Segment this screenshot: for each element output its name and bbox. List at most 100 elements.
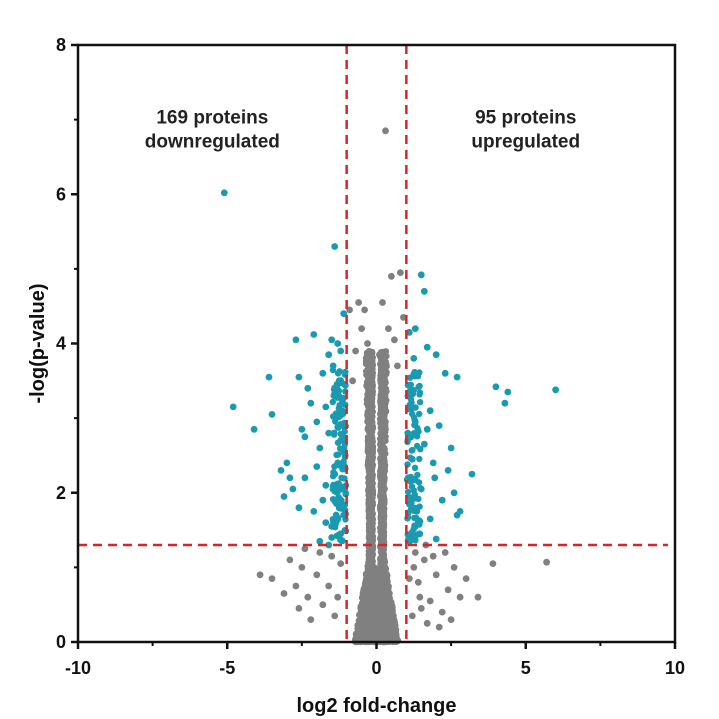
density-point [380,409,388,416]
density-point-significant [414,425,421,432]
significant-point [322,481,330,489]
density-point [383,578,390,585]
significant-point [229,403,237,411]
density-point-significant [341,475,348,482]
significant-point [492,383,500,391]
density-point-significant [338,394,345,402]
significant-point [280,493,288,500]
data-points [220,127,559,646]
non-significant-point [388,272,395,280]
density-point [365,601,372,609]
density-point [369,569,376,577]
x-axis-title: log2 fold-change [297,695,457,717]
significant-point [328,534,336,541]
non-significant-point [400,314,407,321]
density-point [366,461,373,468]
density-point-significant [333,451,340,459]
significant-point [337,437,345,444]
density-point [365,439,372,447]
significant-point [404,429,412,437]
density-point [385,621,392,628]
non-significant-point [334,593,342,601]
non-significant-point [408,612,416,620]
density-point [378,377,385,384]
non-significant-point [364,340,371,347]
density-point [378,618,385,626]
density-point [376,599,383,606]
density-point-significant [340,458,347,465]
significant-point [447,444,455,452]
non-significant-point [410,564,418,571]
significant-point [328,522,336,530]
non-significant-point [456,593,464,601]
significant-point [322,403,330,411]
significant-point [432,351,440,359]
non-significant-point [543,558,550,566]
threshold-lines [78,45,668,642]
significant-point [501,399,509,407]
significant-point [417,485,425,493]
significant-point [453,373,461,381]
density-point-significant [416,399,424,406]
significant-point [431,474,439,482]
density-point [367,473,375,480]
significant-point [337,347,345,355]
significant-point [335,377,343,385]
significant-point [432,535,440,543]
non-significant-point [489,560,497,567]
density-point [380,480,387,487]
density-point [371,630,378,637]
significant-point [468,470,476,478]
density-point [378,446,385,453]
density-point [380,420,387,427]
density-point-significant [336,368,343,375]
x-tick-label: -5 [219,658,235,678]
significant-point [277,467,285,474]
density-point-significant [404,488,412,496]
density-point [368,356,376,363]
y-tick-label: 8 [56,35,66,55]
significant-point [416,530,424,538]
density-point-significant [408,483,416,490]
density-point [379,506,386,513]
density-point [377,490,385,497]
significant-point [413,508,421,515]
density-point [387,628,394,636]
non-significant-point [331,612,339,620]
significant-point [319,496,327,504]
non-significant-point [391,336,398,344]
non-significant-point [280,590,288,597]
non-significant-point [414,578,422,586]
significant-point [331,470,339,478]
significant-point [417,271,425,279]
non-significant-point [325,582,333,590]
density-point [378,605,386,613]
density-point-significant [415,383,422,390]
non-significant-point [349,377,356,385]
non-significant-point [382,127,389,135]
density-point [378,519,385,527]
density-point [367,374,374,381]
non-significant-point [382,369,389,377]
density-point [381,458,388,465]
non-significant-point [435,623,443,631]
density-point [366,523,374,531]
significant-point [295,504,303,512]
significant-point [292,336,300,344]
density-point [364,573,371,580]
annotations: 169 proteins downregulated 95 proteins upre… [145,107,580,152]
density-point-significant [409,446,416,454]
density-point [371,625,378,632]
significant-point [325,351,333,359]
non-significant-point [474,593,482,601]
significant-point [426,407,434,415]
non-significant-point [385,325,392,332]
density-point [379,403,386,411]
density-point [380,496,387,503]
density-point [389,607,396,615]
non-significant-point [426,597,434,605]
tick-labels: -10 -5 0 5 10 0 2 4 6 8 [56,35,685,678]
density-point [365,629,373,636]
density-point [387,600,395,607]
significant-point [283,459,291,467]
